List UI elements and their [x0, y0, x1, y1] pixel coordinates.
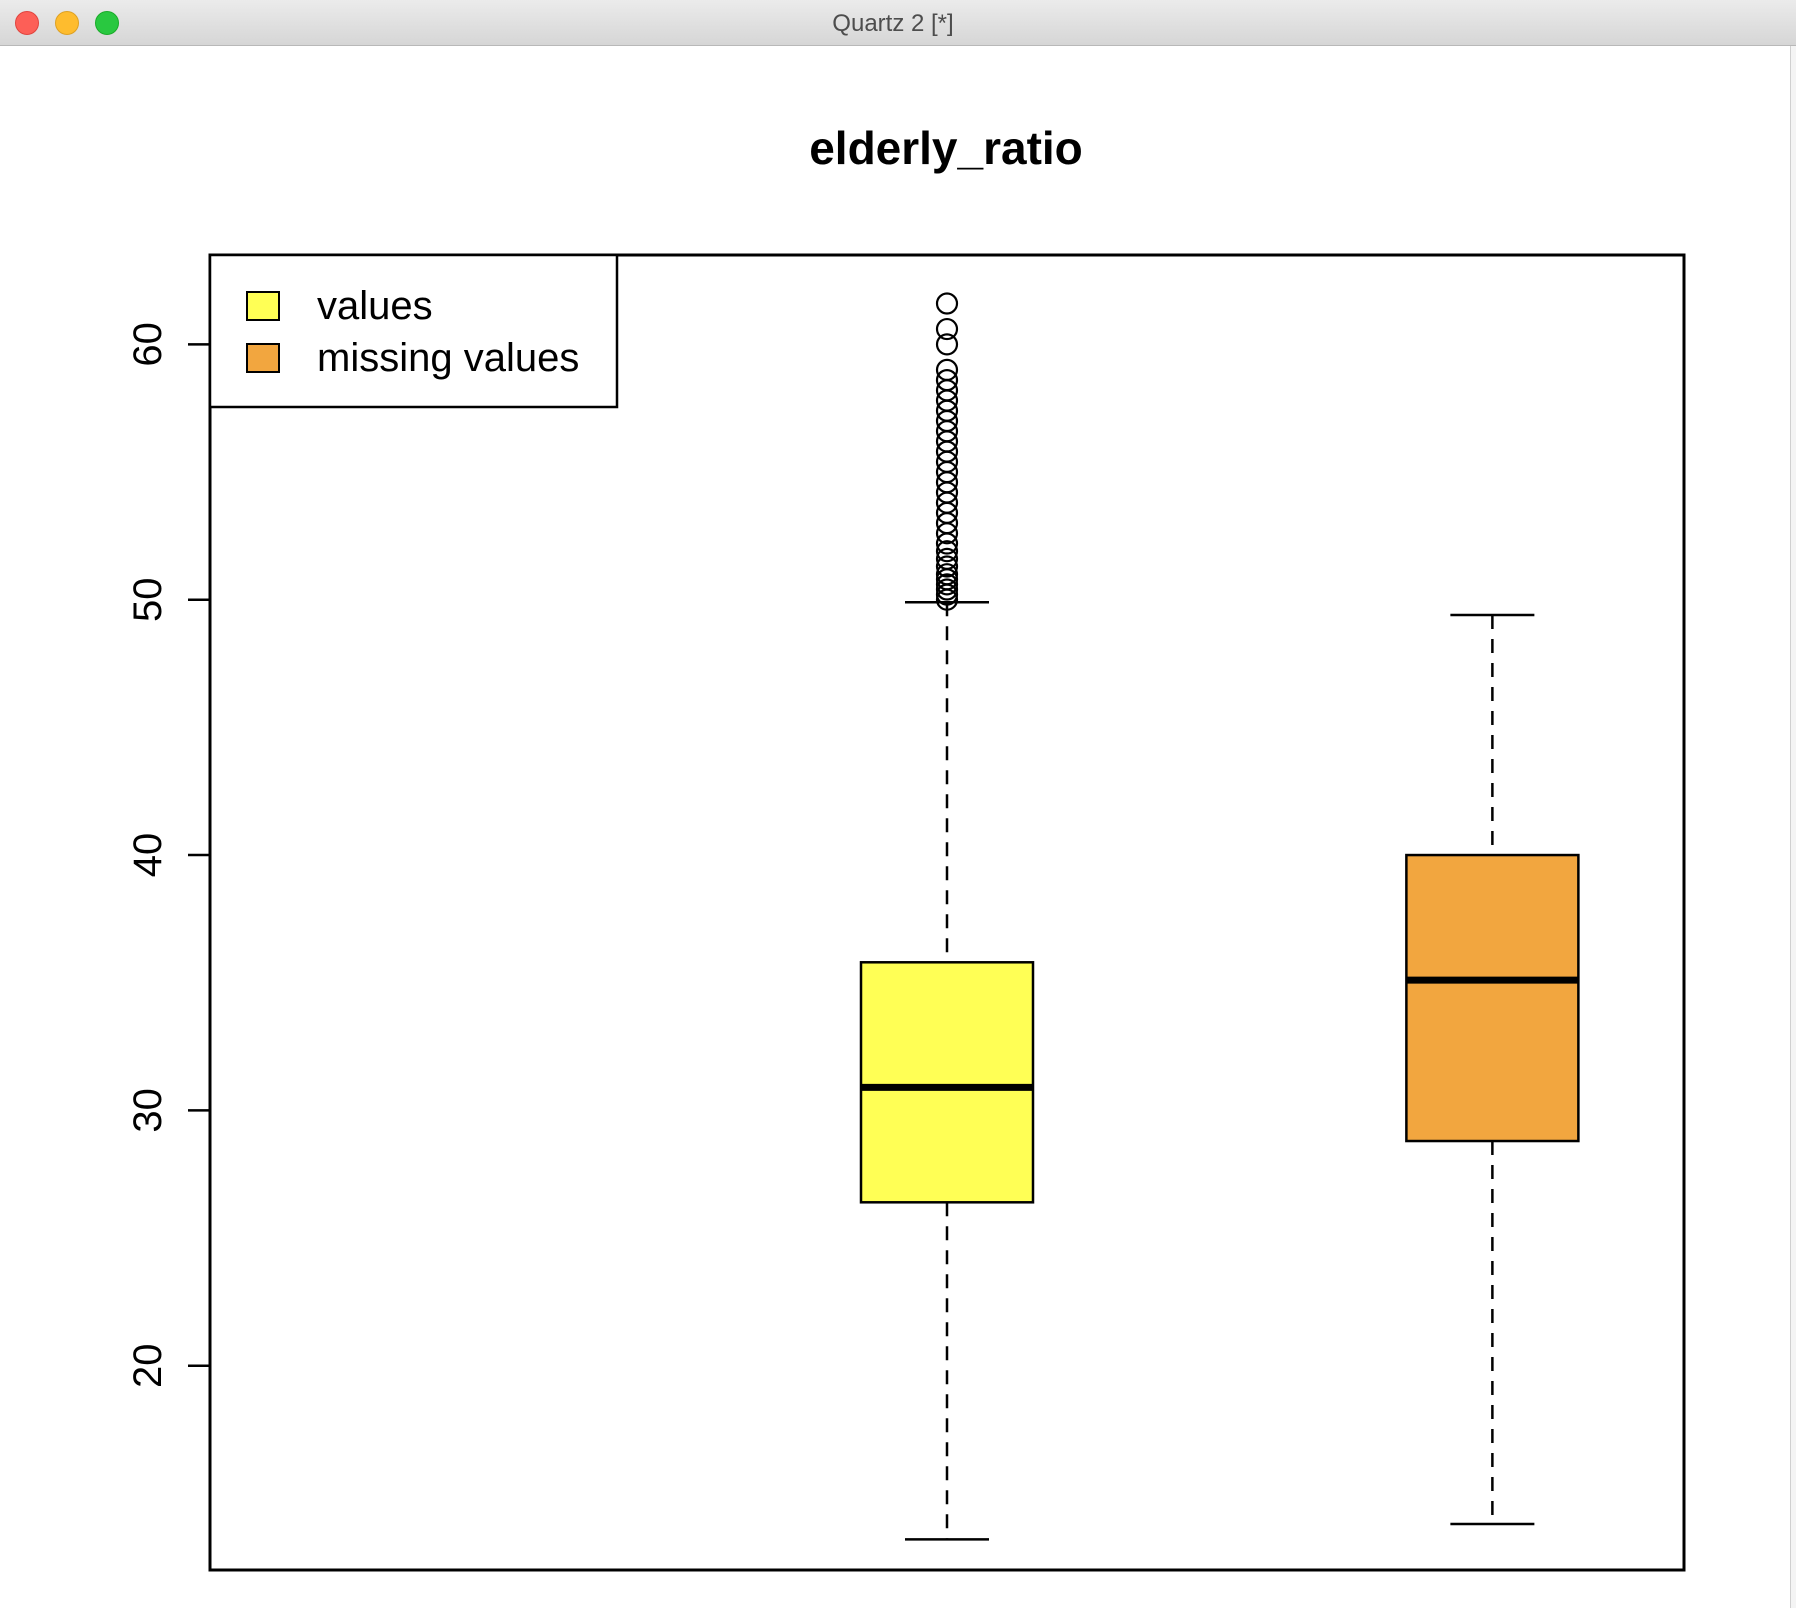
- y-tick-label: 60: [126, 322, 170, 367]
- outlier-point: [935, 358, 959, 382]
- legend-box: [208, 253, 619, 409]
- y-tick-label: 20: [126, 1343, 170, 1388]
- outlier-point: [935, 333, 959, 356]
- outlier-point: [935, 573, 959, 596]
- outlier-point: [935, 578, 959, 601]
- outlier-point: [935, 555, 959, 578]
- box-missing-values: [1405, 613, 1580, 1526]
- outlier-point: [935, 547, 959, 570]
- outlier-point: [935, 292, 959, 315]
- legend-label: values: [317, 284, 433, 328]
- outlier-point: [935, 563, 959, 586]
- legend-label: missing values: [317, 336, 579, 380]
- y-tick-label: 30: [126, 1088, 170, 1133]
- chart-title: elderly_ratio: [809, 122, 1083, 174]
- boxplot-chart: elderly_ratio 20 30 40 50 60 values missing v…: [126, 122, 1686, 1572]
- legend-swatch: [246, 343, 280, 373]
- box-iqr: [859, 961, 1035, 1204]
- zoom-window-icon[interactable]: [95, 11, 119, 35]
- outlier-point: [935, 317, 959, 341]
- box-iqr: [1405, 853, 1580, 1143]
- boxes: [859, 292, 1580, 1541]
- window-titlebar[interactable]: Quartz 2 [*]: [0, 0, 1796, 46]
- y-tick-label: 50: [126, 577, 170, 622]
- box-values: [859, 292, 1035, 1541]
- minimize-window-icon[interactable]: [55, 11, 79, 35]
- outlier-point: [935, 540, 959, 563]
- plot-frame: [208, 253, 1686, 1572]
- window-title: Quartz 2 [*]: [832, 10, 954, 37]
- legend: values missing values: [208, 253, 619, 409]
- y-axis: 20 30 40 50 60: [126, 322, 210, 1388]
- background-window-edge: [1790, 46, 1796, 1608]
- y-tick-label: 40: [126, 833, 170, 878]
- legend-swatch: [246, 291, 280, 321]
- outlier-point: [935, 369, 959, 392]
- close-window-icon[interactable]: [15, 11, 39, 35]
- plot-area: elderly_ratio 20 30 40 50 60 values missing v…: [0, 46, 1796, 1608]
